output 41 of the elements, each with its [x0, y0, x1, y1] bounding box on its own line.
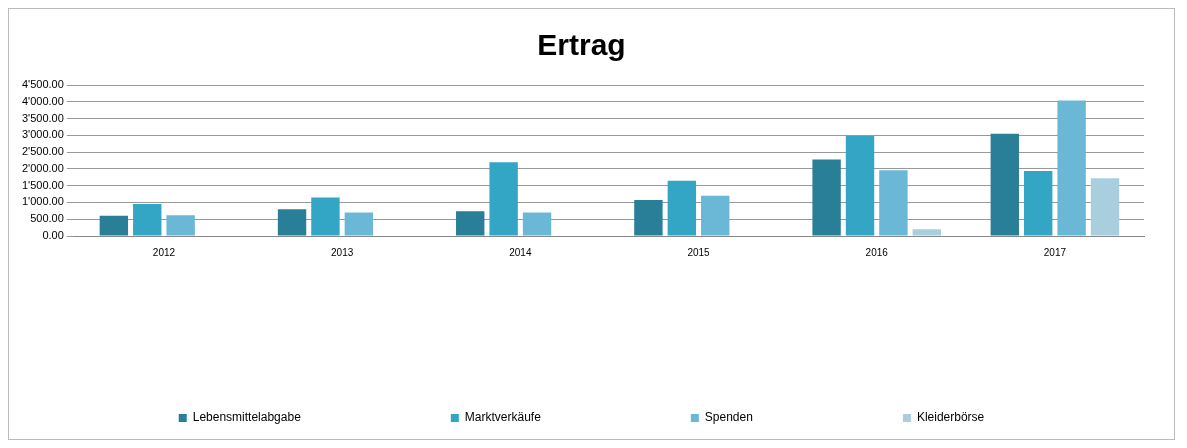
- x-tick-label: 2016: [865, 246, 889, 258]
- y-tick-label: 500.00: [30, 212, 64, 225]
- x-tick-label: 2012: [152, 246, 176, 258]
- bar: [456, 211, 485, 236]
- bar: [701, 195, 730, 236]
- y-tick-label: 3'000.00: [21, 128, 64, 141]
- legend-label: Lebensmittelabgabe: [192, 410, 302, 425]
- x-tick-label: 2017: [1043, 246, 1067, 258]
- bar: [166, 215, 195, 236]
- bar: [1057, 100, 1086, 236]
- bar: [522, 212, 552, 236]
- bar: [912, 229, 942, 236]
- x-tick-label: 2014: [509, 246, 532, 258]
- x-tick-label: 2013: [331, 246, 354, 258]
- y-tick-label: 2'500.00: [21, 145, 64, 158]
- bar: [1090, 178, 1120, 236]
- legend-label: Kleiderbörse: [916, 410, 985, 425]
- bar: [99, 215, 129, 236]
- bar: [344, 212, 374, 236]
- legend-label: Marktverkäufe: [464, 410, 542, 425]
- x-tick-label: 2015: [687, 246, 711, 258]
- bar: [667, 180, 697, 236]
- y-tick-label: 1'000.00: [21, 195, 64, 208]
- chart-title: Ertrag: [537, 28, 626, 62]
- bar: [634, 200, 663, 236]
- y-tick-label: 0.00: [42, 229, 64, 242]
- bar: [879, 170, 908, 236]
- bar: [990, 133, 1019, 236]
- y-tick-label: 2'000.00: [21, 161, 64, 174]
- legend-label: Spenden: [704, 410, 753, 425]
- bar: [311, 197, 340, 236]
- bar: [489, 162, 518, 236]
- bar: [812, 159, 841, 236]
- bar: [133, 204, 162, 236]
- bar: [845, 136, 875, 236]
- y-tick-label: 4'000.00: [21, 94, 64, 107]
- y-tick-label: 4'500.00: [21, 78, 64, 91]
- bar: [1024, 170, 1053, 236]
- bar: [277, 209, 307, 236]
- y-tick-label: 1'500.00: [21, 178, 64, 191]
- y-tick-label: 3'500.00: [21, 111, 64, 124]
